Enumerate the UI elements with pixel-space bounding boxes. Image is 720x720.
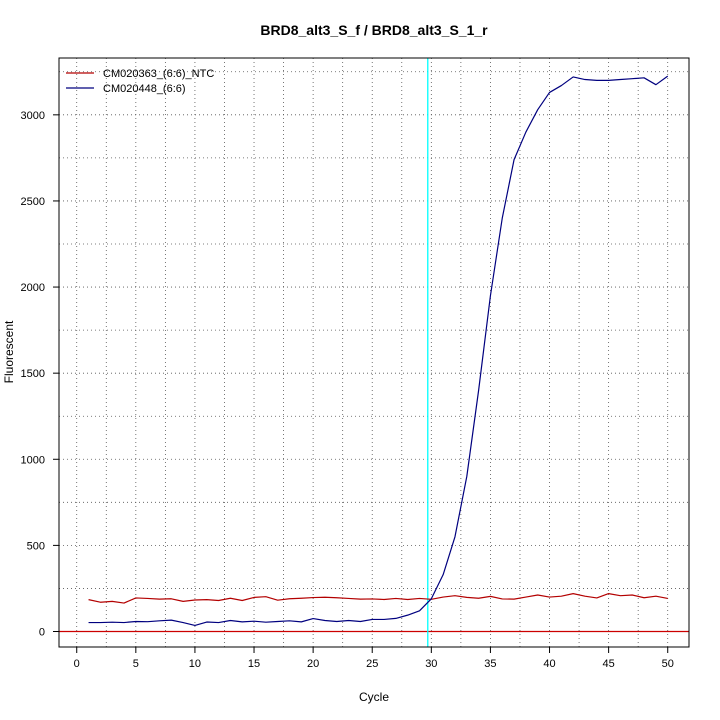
grid-lines bbox=[59, 58, 689, 647]
y-tick-label: 2500 bbox=[21, 196, 45, 208]
x-tick-label: 30 bbox=[425, 658, 437, 670]
x-tick-label: 20 bbox=[307, 658, 319, 670]
x-axis-label: Cycle bbox=[359, 690, 389, 704]
y-tick-label: 0 bbox=[39, 627, 45, 639]
chart-title: BRD8_alt3_S_f / BRD8_alt3_S_1_r bbox=[260, 22, 488, 38]
y-tick-label: 2000 bbox=[21, 282, 45, 294]
x-axis-ticks: 0 5 10 15 20 25 30 35 40 45 50 bbox=[74, 647, 674, 670]
series-line-1 bbox=[88, 75, 669, 627]
legend-label-sample: CM020448_(6:6) bbox=[103, 83, 186, 95]
x-tick-label: 45 bbox=[602, 658, 614, 670]
reference-lines bbox=[59, 58, 689, 647]
x-tick-label: 10 bbox=[189, 658, 201, 670]
x-tick-label: 50 bbox=[662, 658, 674, 670]
x-tick-label: 15 bbox=[248, 658, 260, 670]
series-line-0 bbox=[88, 593, 668, 604]
y-tick-label: 1500 bbox=[21, 368, 45, 380]
y-tick-label: 3000 bbox=[21, 110, 45, 122]
y-tick-label: 500 bbox=[27, 540, 45, 552]
y-tick-label: 1000 bbox=[21, 454, 45, 466]
series-lines bbox=[88, 75, 669, 627]
legend-label-ntc: CM020363_(6:6)_NTC bbox=[103, 68, 214, 80]
y-axis-label: Fluorescent bbox=[2, 320, 16, 383]
x-tick-label: 40 bbox=[543, 658, 555, 670]
x-tick-label: 5 bbox=[133, 658, 139, 670]
legend: CM020363_(6:6)_NTC CM020448_(6:6) bbox=[66, 68, 214, 95]
x-tick-label: 35 bbox=[484, 658, 496, 670]
x-tick-label: 0 bbox=[74, 658, 80, 670]
x-tick-label: 25 bbox=[366, 658, 378, 670]
plot-frame bbox=[58, 57, 690, 648]
y-axis-ticks: 0 500 1000 1500 2000 2500 3000 bbox=[21, 110, 59, 639]
